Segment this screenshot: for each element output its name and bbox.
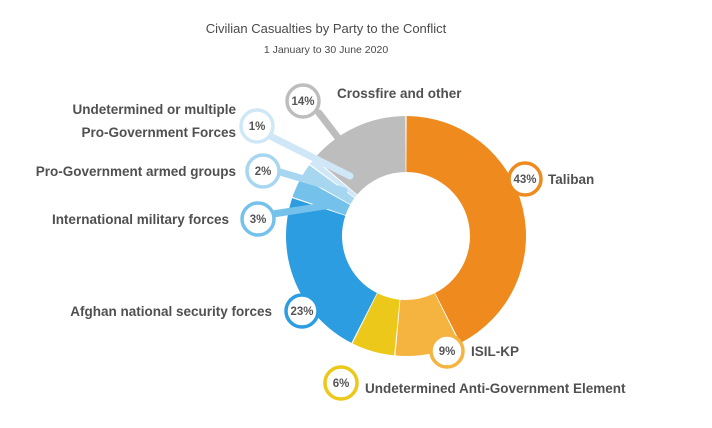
pct-label-undetermined-or-multiple-pro-government-forces: 1% [249,121,266,133]
chart-subtitle: 1 January to 30 June 2020 [264,44,389,56]
category-label-undetermined-or-multiple-pro-government-forces-line-1: Undetermined or multiple [72,102,236,117]
pct-label-pro-government-armed-groups: 2% [255,166,272,178]
pct-label-crossfire-and-other: 14% [291,96,314,108]
pct-label-undetermined-anti-government-element: 6% [333,378,350,390]
category-label-undetermined-or-multiple-pro-government-forces-line-2: Pro-Government Forces [81,125,236,140]
category-label-pro-government-armed-groups: Pro-Government armed groups [36,164,236,179]
pct-badge-undetermined-anti-government-element [323,365,359,401]
category-label-isil-kp: ISIL-KP [471,344,519,359]
pct-badge-crossfire-and-other [285,83,321,119]
pct-badge-pro-government-armed-groups [245,153,281,189]
leader-line-international-military-forces [269,200,341,218]
pct-badge-afghan-national-security-forces [284,293,320,329]
pct-label-international-military-forces: 3% [250,214,267,226]
slice-undetermined-anti-government-element [352,293,400,356]
slice-crossfire-and-other [314,116,406,195]
category-label-taliban: Taliban [548,172,594,187]
chart-title: Civilian Casualties by Party to the Conf… [206,21,447,36]
leader-line-group [268,109,354,218]
pct-badge-isil-kp [429,333,465,369]
pct-badge-taliban [507,161,543,197]
pct-label-taliban: 43% [513,174,536,186]
category-label-crossfire-and-other: Crossfire and other [337,86,462,101]
slice-group [286,116,527,356]
category-label-international-military-forces: International military forces [52,212,229,227]
pct-badge-undetermined-or-multiple-pro-government-forces [239,108,275,144]
leader-line-pro-government-armed-groups [276,168,348,195]
category-label-undetermined-anti-government-element: Undetermined Anti-Government Element [365,381,626,396]
slice-taliban [406,116,527,343]
leader-line-undetermined-or-multiple-pro-government-forces [268,133,354,180]
pct-badge-international-military-forces [240,201,276,237]
pct-label-afghan-national-security-forces: 23% [290,306,313,318]
pct-label-isil-kp: 9% [439,346,456,358]
category-label-afghan-national-security-forces: Afghan national security forces [70,304,272,319]
leader-line-crossfire-and-other [315,109,343,143]
slice-afghan-national-security-forces [286,198,377,343]
label-group: 43% Taliban 9% ISIL-KP 6% Undetermined Anti-G… [36,83,626,401]
